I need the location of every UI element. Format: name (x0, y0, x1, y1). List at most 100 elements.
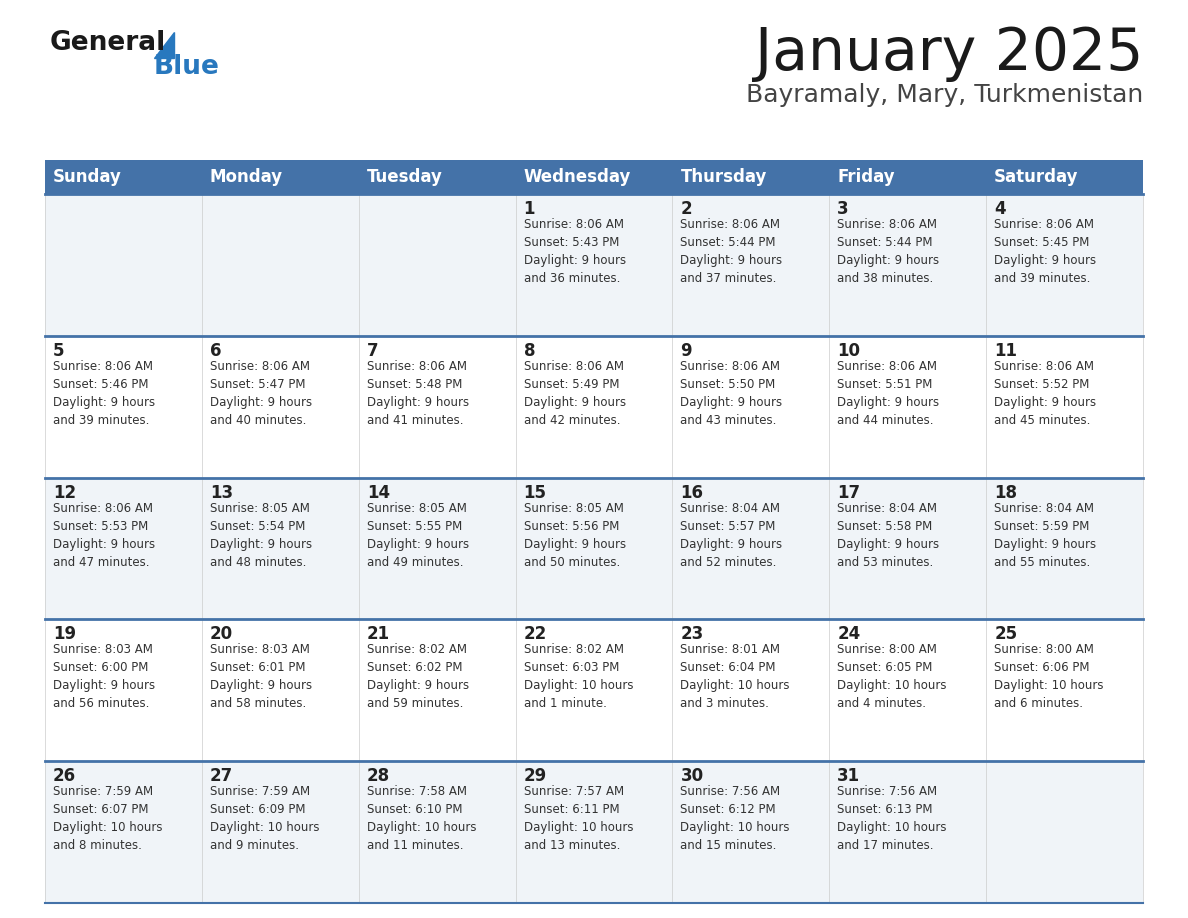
Bar (359, 477, 516, 620)
Text: 9: 9 (681, 341, 693, 360)
Text: Sunrise: 8:04 AM
Sunset: 5:58 PM
Daylight: 9 hours
and 53 minutes.: Sunrise: 8:04 AM Sunset: 5:58 PM Dayligh… (838, 501, 940, 568)
Text: Sunrise: 7:56 AM
Sunset: 6:12 PM
Daylight: 10 hours
and 15 minutes.: Sunrise: 7:56 AM Sunset: 6:12 PM Dayligh… (681, 785, 790, 852)
Bar (986, 620, 1143, 761)
Polygon shape (154, 32, 173, 58)
Text: Monday: Monday (210, 168, 283, 186)
Bar (986, 761, 1143, 903)
Bar (672, 477, 829, 620)
Bar (359, 194, 516, 336)
Bar (45, 160, 202, 194)
Text: Sunrise: 7:59 AM
Sunset: 6:09 PM
Daylight: 10 hours
and 9 minutes.: Sunrise: 7:59 AM Sunset: 6:09 PM Dayligh… (210, 785, 320, 852)
Text: 2: 2 (681, 200, 693, 218)
Text: Sunrise: 8:05 AM
Sunset: 5:55 PM
Daylight: 9 hours
and 49 minutes.: Sunrise: 8:05 AM Sunset: 5:55 PM Dayligh… (367, 501, 469, 568)
Bar (202, 336, 359, 477)
Text: 11: 11 (994, 341, 1017, 360)
Text: General: General (50, 30, 166, 56)
Text: Sunrise: 8:02 AM
Sunset: 6:02 PM
Daylight: 9 hours
and 59 minutes.: Sunrise: 8:02 AM Sunset: 6:02 PM Dayligh… (367, 644, 469, 711)
Text: 28: 28 (367, 767, 390, 785)
Text: Sunrise: 8:06 AM
Sunset: 5:52 PM
Daylight: 9 hours
and 45 minutes.: Sunrise: 8:06 AM Sunset: 5:52 PM Dayligh… (994, 360, 1097, 427)
Text: Sunrise: 8:06 AM
Sunset: 5:44 PM
Daylight: 9 hours
and 37 minutes.: Sunrise: 8:06 AM Sunset: 5:44 PM Dayligh… (681, 218, 783, 285)
Bar (829, 477, 986, 620)
Bar (202, 761, 359, 903)
Text: 13: 13 (210, 484, 233, 501)
Bar (672, 194, 829, 336)
Bar (359, 336, 516, 477)
Text: 12: 12 (53, 484, 76, 501)
Bar (516, 160, 672, 194)
Text: Sunrise: 8:06 AM
Sunset: 5:43 PM
Daylight: 9 hours
and 36 minutes.: Sunrise: 8:06 AM Sunset: 5:43 PM Dayligh… (524, 218, 626, 285)
Text: 17: 17 (838, 484, 860, 501)
Text: January 2025: January 2025 (754, 25, 1143, 82)
Text: 29: 29 (524, 767, 546, 785)
Bar (829, 620, 986, 761)
Text: Blue: Blue (154, 54, 220, 80)
Bar (672, 620, 829, 761)
Bar (829, 336, 986, 477)
Text: Sunday: Sunday (53, 168, 122, 186)
Bar (516, 620, 672, 761)
Text: 24: 24 (838, 625, 860, 644)
Bar (516, 761, 672, 903)
Bar (359, 761, 516, 903)
Text: Sunrise: 8:06 AM
Sunset: 5:45 PM
Daylight: 9 hours
and 39 minutes.: Sunrise: 8:06 AM Sunset: 5:45 PM Dayligh… (994, 218, 1097, 285)
Bar (45, 620, 202, 761)
Text: 23: 23 (681, 625, 703, 644)
Text: Tuesday: Tuesday (367, 168, 443, 186)
Bar (986, 336, 1143, 477)
Text: Friday: Friday (838, 168, 895, 186)
Text: 7: 7 (367, 341, 378, 360)
Bar (45, 477, 202, 620)
Text: 3: 3 (838, 200, 849, 218)
Bar (829, 761, 986, 903)
Text: Sunrise: 8:00 AM
Sunset: 6:05 PM
Daylight: 10 hours
and 4 minutes.: Sunrise: 8:00 AM Sunset: 6:05 PM Dayligh… (838, 644, 947, 711)
Text: 15: 15 (524, 484, 546, 501)
Bar (45, 336, 202, 477)
Text: Bayramaly, Mary, Turkmenistan: Bayramaly, Mary, Turkmenistan (746, 83, 1143, 107)
Bar (45, 761, 202, 903)
Text: 19: 19 (53, 625, 76, 644)
Bar (672, 160, 829, 194)
Text: 1: 1 (524, 200, 535, 218)
Text: 22: 22 (524, 625, 546, 644)
Text: Sunrise: 8:04 AM
Sunset: 5:59 PM
Daylight: 9 hours
and 55 minutes.: Sunrise: 8:04 AM Sunset: 5:59 PM Dayligh… (994, 501, 1097, 568)
Text: Wednesday: Wednesday (524, 168, 631, 186)
Bar (516, 194, 672, 336)
Text: Sunrise: 8:06 AM
Sunset: 5:51 PM
Daylight: 9 hours
and 44 minutes.: Sunrise: 8:06 AM Sunset: 5:51 PM Dayligh… (838, 360, 940, 427)
Text: Sunrise: 8:03 AM
Sunset: 6:00 PM
Daylight: 9 hours
and 56 minutes.: Sunrise: 8:03 AM Sunset: 6:00 PM Dayligh… (53, 644, 156, 711)
Text: Sunrise: 8:06 AM
Sunset: 5:44 PM
Daylight: 9 hours
and 38 minutes.: Sunrise: 8:06 AM Sunset: 5:44 PM Dayligh… (838, 218, 940, 285)
Text: 8: 8 (524, 341, 535, 360)
Bar (516, 477, 672, 620)
Text: Sunrise: 8:06 AM
Sunset: 5:47 PM
Daylight: 9 hours
and 40 minutes.: Sunrise: 8:06 AM Sunset: 5:47 PM Dayligh… (210, 360, 312, 427)
Text: Sunrise: 8:06 AM
Sunset: 5:46 PM
Daylight: 9 hours
and 39 minutes.: Sunrise: 8:06 AM Sunset: 5:46 PM Dayligh… (53, 360, 156, 427)
Bar (986, 160, 1143, 194)
Text: Sunrise: 7:57 AM
Sunset: 6:11 PM
Daylight: 10 hours
and 13 minutes.: Sunrise: 7:57 AM Sunset: 6:11 PM Dayligh… (524, 785, 633, 852)
Text: Sunrise: 8:05 AM
Sunset: 5:56 PM
Daylight: 9 hours
and 50 minutes.: Sunrise: 8:05 AM Sunset: 5:56 PM Dayligh… (524, 501, 626, 568)
Text: Sunrise: 7:56 AM
Sunset: 6:13 PM
Daylight: 10 hours
and 17 minutes.: Sunrise: 7:56 AM Sunset: 6:13 PM Dayligh… (838, 785, 947, 852)
Text: Sunrise: 8:03 AM
Sunset: 6:01 PM
Daylight: 9 hours
and 58 minutes.: Sunrise: 8:03 AM Sunset: 6:01 PM Dayligh… (210, 644, 312, 711)
Text: Thursday: Thursday (681, 168, 766, 186)
Text: 27: 27 (210, 767, 233, 785)
Bar (516, 336, 672, 477)
Text: Sunrise: 8:06 AM
Sunset: 5:49 PM
Daylight: 9 hours
and 42 minutes.: Sunrise: 8:06 AM Sunset: 5:49 PM Dayligh… (524, 360, 626, 427)
Text: 30: 30 (681, 767, 703, 785)
Text: 21: 21 (367, 625, 390, 644)
Text: 31: 31 (838, 767, 860, 785)
Text: Sunrise: 8:06 AM
Sunset: 5:48 PM
Daylight: 9 hours
and 41 minutes.: Sunrise: 8:06 AM Sunset: 5:48 PM Dayligh… (367, 360, 469, 427)
Text: Sunrise: 8:06 AM
Sunset: 5:53 PM
Daylight: 9 hours
and 47 minutes.: Sunrise: 8:06 AM Sunset: 5:53 PM Dayligh… (53, 501, 156, 568)
Text: Sunrise: 8:06 AM
Sunset: 5:50 PM
Daylight: 9 hours
and 43 minutes.: Sunrise: 8:06 AM Sunset: 5:50 PM Dayligh… (681, 360, 783, 427)
Text: 26: 26 (53, 767, 76, 785)
Text: 6: 6 (210, 341, 221, 360)
Text: 4: 4 (994, 200, 1006, 218)
Text: 25: 25 (994, 625, 1017, 644)
Bar (829, 160, 986, 194)
Bar (672, 336, 829, 477)
Text: 10: 10 (838, 341, 860, 360)
Bar (986, 194, 1143, 336)
Text: Sunrise: 8:01 AM
Sunset: 6:04 PM
Daylight: 10 hours
and 3 minutes.: Sunrise: 8:01 AM Sunset: 6:04 PM Dayligh… (681, 644, 790, 711)
Bar (672, 761, 829, 903)
Bar (202, 477, 359, 620)
Text: Sunrise: 8:04 AM
Sunset: 5:57 PM
Daylight: 9 hours
and 52 minutes.: Sunrise: 8:04 AM Sunset: 5:57 PM Dayligh… (681, 501, 783, 568)
Text: Sunrise: 8:00 AM
Sunset: 6:06 PM
Daylight: 10 hours
and 6 minutes.: Sunrise: 8:00 AM Sunset: 6:06 PM Dayligh… (994, 644, 1104, 711)
Text: Sunrise: 7:59 AM
Sunset: 6:07 PM
Daylight: 10 hours
and 8 minutes.: Sunrise: 7:59 AM Sunset: 6:07 PM Dayligh… (53, 785, 163, 852)
Text: 18: 18 (994, 484, 1017, 501)
